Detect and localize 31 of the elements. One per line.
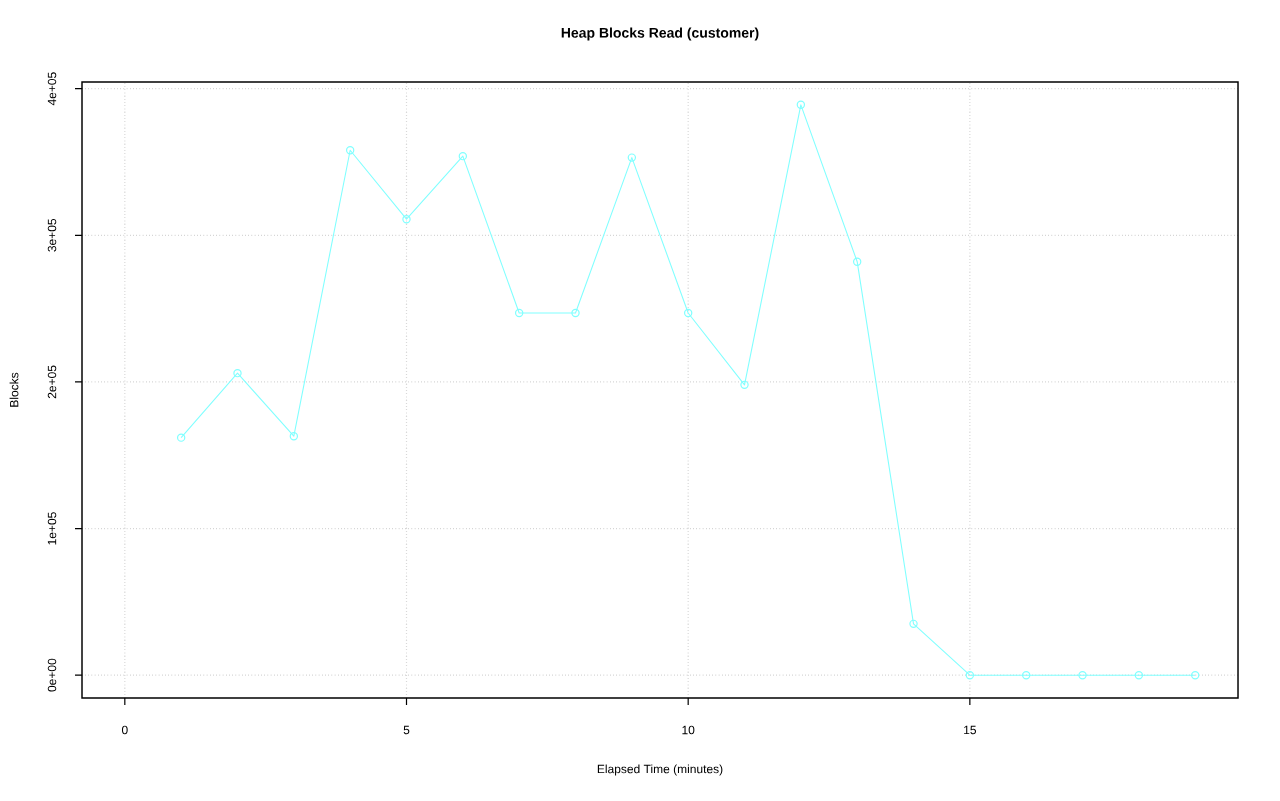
point <box>571 308 580 318</box>
point <box>1021 670 1031 680</box>
y-tick-label: 0e+00 <box>47 658 57 692</box>
x-axis-title: Elapsed Time (minutes) <box>597 764 723 776</box>
x-tick-label: 15 <box>964 725 977 735</box>
y-tick-label: 2e+05 <box>47 365 57 399</box>
point <box>402 214 411 224</box>
point <box>852 257 862 266</box>
point <box>233 368 242 378</box>
y-axis-title: Blocks <box>9 372 19 407</box>
point <box>740 380 749 390</box>
x-tick-label: 0 <box>121 725 128 735</box>
x-tick-label: 5 <box>403 725 410 735</box>
point <box>1078 670 1087 680</box>
point <box>458 151 468 161</box>
point <box>514 308 524 318</box>
x-tick-label: 10 <box>682 725 695 735</box>
y-tick-label: 4e+05 <box>47 72 57 106</box>
chart-title: Heap Blocks Read (customer) <box>561 27 759 41</box>
point <box>796 100 806 110</box>
y-tick-label: 1e+05 <box>47 512 57 545</box>
point <box>965 670 975 680</box>
point <box>289 431 299 441</box>
point <box>1134 670 1144 680</box>
point <box>627 153 637 162</box>
point <box>345 146 355 155</box>
y-tick-label: 3e+05 <box>47 218 57 252</box>
point <box>683 308 693 318</box>
point <box>909 619 918 629</box>
point <box>1191 670 1200 680</box>
point <box>176 433 186 442</box>
